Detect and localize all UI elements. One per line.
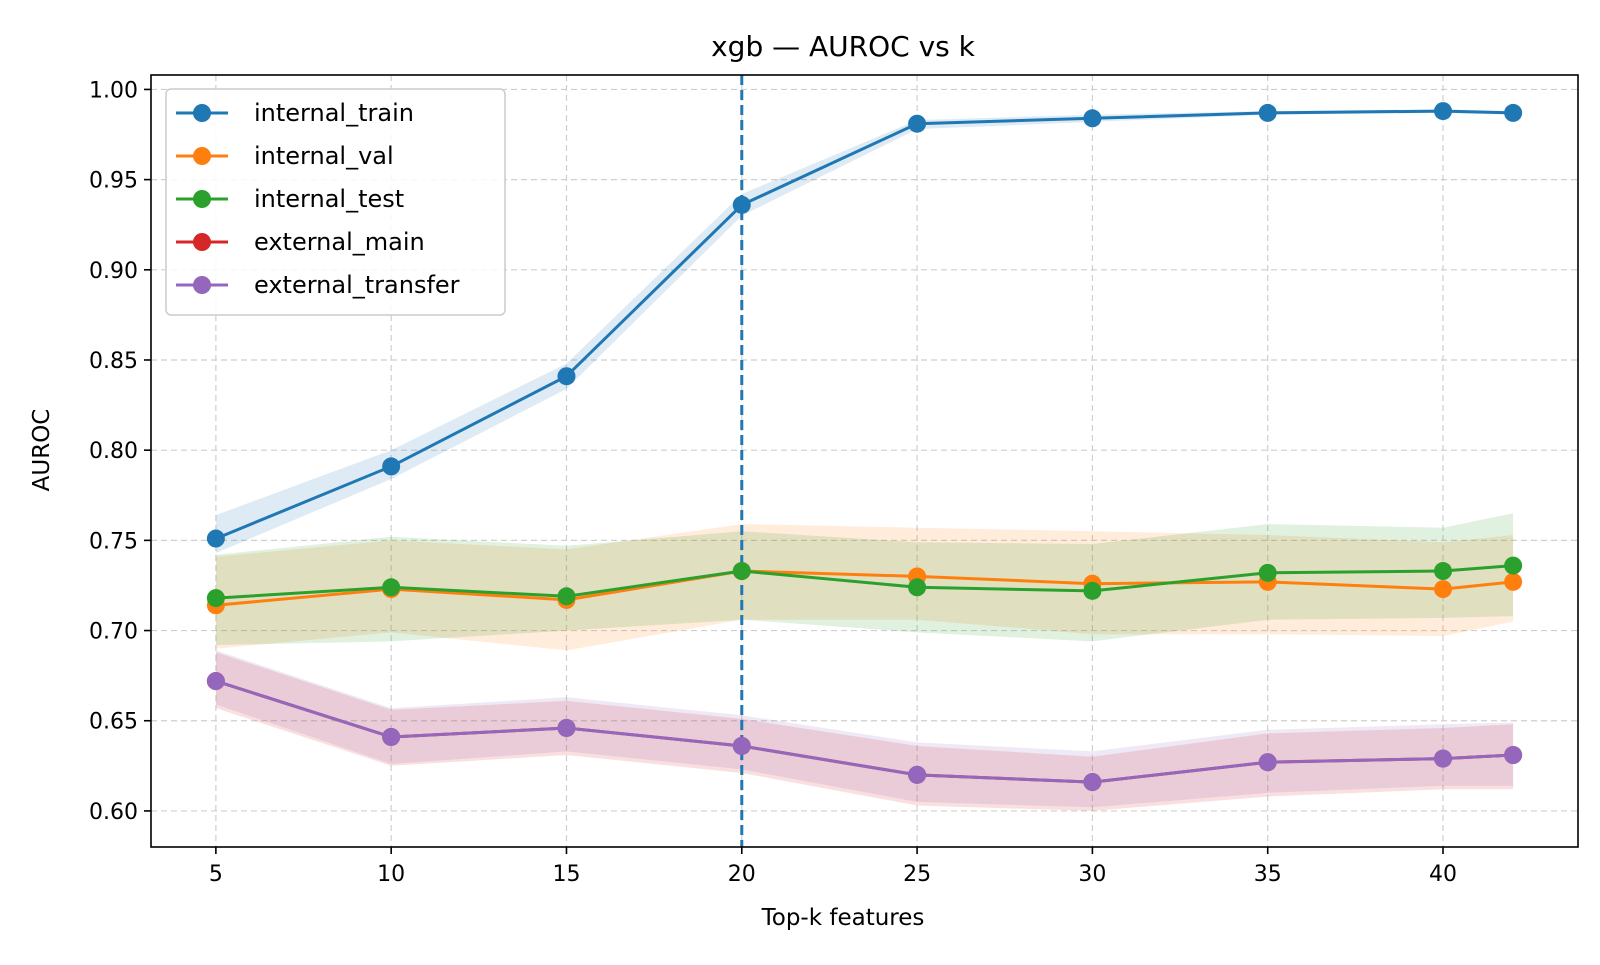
x-tick-label: 5 <box>209 862 223 887</box>
point-internal-test <box>1258 563 1277 582</box>
point-internal-train <box>1258 103 1277 122</box>
y-tick-label: 0.80 <box>89 439 138 464</box>
point-internal-test <box>732 562 751 581</box>
point-internal-train <box>206 529 225 548</box>
y-tick-label: 0.85 <box>89 349 138 374</box>
series-lines <box>206 102 1523 792</box>
legend-label: external_transfer <box>254 271 460 299</box>
legend-swatch-marker <box>193 147 211 165</box>
y-tick-label: 0.60 <box>89 800 138 825</box>
legend: internal_train internal_val internal_teste… <box>165 88 506 316</box>
x-tick-label: 20 <box>728 862 756 887</box>
point-internal-train <box>1504 103 1523 122</box>
legend-swatch-marker <box>193 190 211 208</box>
legend-label: internal_test <box>254 185 404 213</box>
legend-swatch-marker <box>193 104 211 122</box>
x-tick-label: 10 <box>377 862 405 887</box>
point-internal-train <box>1083 109 1102 128</box>
band-internal-test <box>215 513 1514 645</box>
legend-item-internal-test: internal_test <box>176 185 404 213</box>
y-tick-label: 0.70 <box>89 620 138 645</box>
axes: 5 10 15 20 25 30 35 40 0.60 0.65 0.70 0.75 0.80 0.85 0… <box>89 74 1579 887</box>
series-internal-test <box>206 556 1523 608</box>
series-external-transfer <box>206 672 1523 792</box>
point-external-transfer <box>1258 753 1277 772</box>
chart-title: xgb — AUROC vs k <box>711 30 976 63</box>
point-internal-test <box>1083 581 1102 600</box>
x-tick-label: 15 <box>552 862 580 887</box>
y-axis-label: AUROC <box>29 409 55 492</box>
x-axis-label: Top-k features <box>761 905 925 931</box>
legend-item-external-main: external_main <box>176 228 425 256</box>
band-external-transfer <box>215 650 1514 808</box>
point-internal-test <box>206 589 225 608</box>
legend-swatch-marker <box>193 233 211 251</box>
point-external-transfer <box>1434 749 1453 768</box>
point-internal-val <box>1504 572 1523 591</box>
point-external-transfer <box>206 672 225 691</box>
point-internal-test <box>1504 556 1523 575</box>
y-tick-label: 1.00 <box>89 78 138 103</box>
point-external-transfer <box>1083 773 1102 792</box>
legend-swatch-marker <box>193 276 211 294</box>
y-tick-label: 0.95 <box>89 169 138 194</box>
legend-item-internal-train: internal_train <box>176 99 414 127</box>
point-external-transfer <box>1504 746 1523 765</box>
y-tick-label: 0.65 <box>89 710 138 735</box>
point-internal-test <box>908 578 927 597</box>
y-tick-label: 0.90 <box>89 259 138 284</box>
point-internal-test <box>557 587 576 606</box>
band-internal-val <box>215 524 1514 651</box>
legend-label: external_main <box>254 228 425 256</box>
legend-item-internal-val: internal_val <box>176 142 394 170</box>
legend-box <box>165 88 506 316</box>
x-tick-label: 30 <box>1078 862 1106 887</box>
x-tick-label: 25 <box>903 862 931 887</box>
legend-item-external-transfer: external_transfer <box>176 271 460 299</box>
point-internal-train <box>1434 102 1453 121</box>
point-internal-train <box>732 195 751 214</box>
point-internal-test <box>382 578 401 597</box>
point-internal-train <box>908 114 927 133</box>
point-internal-val <box>1434 580 1453 599</box>
y-tick-label: 0.75 <box>89 529 138 554</box>
x-tick-label: 35 <box>1254 862 1282 887</box>
point-external-transfer <box>732 736 751 755</box>
legend-label: internal_val <box>254 142 394 170</box>
point-internal-train <box>382 457 401 476</box>
point-external-transfer <box>557 718 576 737</box>
plot-frame <box>150 74 1579 848</box>
legend-label: internal_train <box>254 99 414 127</box>
series-internal-train <box>206 102 1523 548</box>
point-external-transfer <box>382 727 401 746</box>
point-external-transfer <box>908 765 927 784</box>
x-tick-label: 40 <box>1429 862 1457 887</box>
grid <box>151 75 1578 847</box>
point-internal-train <box>557 367 576 386</box>
point-internal-test <box>1434 562 1453 581</box>
